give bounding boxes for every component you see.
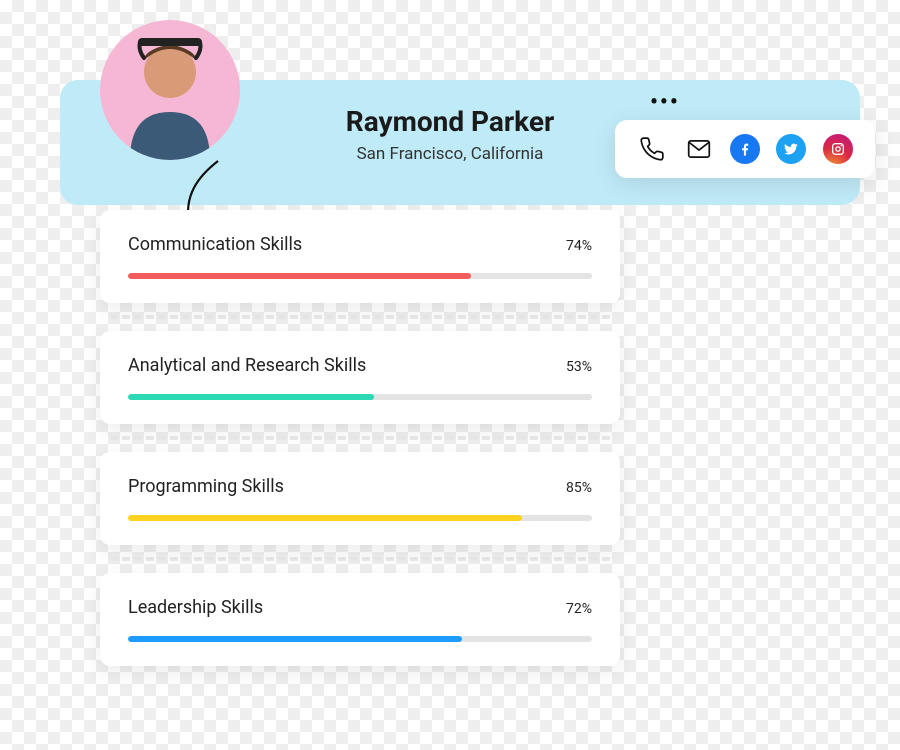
twitter-icon[interactable] (776, 134, 806, 164)
skill-label: Leadership Skills (128, 597, 263, 618)
skill-label: Programming Skills (128, 476, 284, 497)
more-menu-button[interactable]: ••• (650, 90, 680, 115)
skill-bar-fill (128, 515, 522, 521)
avatar[interactable] (100, 20, 240, 160)
skill-card: Communication Skills 74% (100, 210, 620, 303)
skill-bar-track (128, 636, 592, 642)
separator (110, 315, 610, 319)
phone-icon[interactable] (637, 134, 667, 164)
profile-name: Raymond Parker (305, 105, 595, 138)
skill-label: Analytical and Research Skills (128, 355, 366, 376)
skill-bar-track (128, 515, 592, 521)
skill-bar-track (128, 273, 592, 279)
skill-percent: 74% (566, 238, 592, 254)
avatar-placeholder-icon (100, 20, 240, 160)
facebook-icon[interactable] (730, 134, 760, 164)
separator (110, 436, 610, 440)
skill-bar-fill (128, 273, 471, 279)
separator (110, 557, 610, 561)
skills-panel: Communication Skills 74% Analytical and … (100, 210, 620, 686)
skill-label: Communication Skills (128, 234, 302, 255)
profile-name-block: Raymond Parker San Francisco, California (305, 105, 595, 164)
instagram-icon[interactable] (823, 134, 853, 164)
skill-percent: 53% (566, 359, 592, 375)
email-icon[interactable] (684, 134, 714, 164)
skill-bar-fill (128, 394, 374, 400)
skill-card: Leadership Skills 72% (100, 573, 620, 666)
skill-bar-fill (128, 636, 462, 642)
skill-card: Analytical and Research Skills 53% (100, 331, 620, 424)
skill-percent: 85% (566, 480, 592, 496)
contact-card (615, 120, 875, 178)
profile-location: San Francisco, California (305, 144, 595, 164)
skill-bar-track (128, 394, 592, 400)
skill-percent: 72% (566, 601, 592, 617)
skill-card: Programming Skills 85% (100, 452, 620, 545)
